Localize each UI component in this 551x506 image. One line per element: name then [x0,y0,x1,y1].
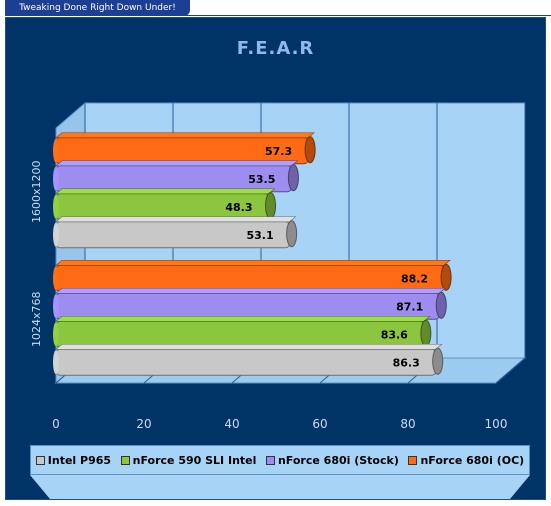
bar-start [53,222,59,247]
data-label: 57.3 [265,145,292,158]
legend: Intel P965 nForce 590 SLI Intel nForce 680… [18,437,530,499]
legend-box: Intel P965 nForce 590 SLI Intel nForce 680… [30,445,530,475]
bar-top [55,216,297,223]
legend-label: Intel P965 [47,453,112,467]
bar [53,343,444,376]
bar-start [53,138,59,163]
bar-body [55,292,440,320]
x-tick-label: 60 [312,417,327,431]
data-label: 48.3 [225,201,252,214]
bar-start [53,266,59,291]
chart-title: F.E.A.R [236,38,315,59]
site-banner: Tweaking Done Right Down Under! [5,0,190,16]
bar-start [53,194,59,219]
bar-cap [287,164,299,192]
legend-label: nForce 680i (Stock) [277,453,399,467]
bar-top [55,132,315,139]
data-label: 88.2 [401,272,428,285]
bar-cap [432,347,444,375]
legend-item: Intel P965 [35,453,112,467]
bar [53,160,299,193]
bar [53,287,447,320]
bar-cap [286,220,298,248]
category-label: 1024x768 [30,291,43,347]
data-label: 53.5 [248,173,275,186]
x-tick-label: 80 [400,417,415,431]
bar-body [55,348,437,376]
legend-label: nForce 590 SLI Intel [132,453,257,467]
category-label: 1600x1200 [30,161,43,224]
legend-swatch [265,455,275,465]
bar-cap [265,192,277,220]
bar-body [55,264,445,292]
bar-cap [440,263,452,291]
bar-top [55,315,431,322]
legend-swatch [35,455,45,465]
bar-start [53,322,59,347]
legend-item: nForce 680i (OC) [408,454,524,467]
legend-swatch [120,455,130,465]
bar-top [55,188,276,195]
bar-cap [435,291,447,319]
bar-cap [304,136,316,164]
legend-item: nForce 590 SLI Intel [120,453,257,467]
data-label: 86.3 [393,356,420,369]
bar [53,259,452,292]
bar-body [55,320,425,348]
legend-floor [30,475,530,499]
bar [53,216,298,249]
x-tick-label: 100 [485,417,508,431]
data-label: 53.1 [246,229,273,242]
data-label: 87.1 [396,300,423,313]
gridline-floor [495,357,526,384]
x-tick-label: 0 [52,417,60,431]
legend-label: nForce 680i (OC) [420,453,525,467]
bar-top [55,160,299,167]
x-tick-label: 20 [136,417,151,431]
bar-start [53,294,59,319]
bar-top [55,343,443,350]
legend-swatch [408,455,418,465]
bar [53,315,432,348]
data-label: 83.6 [381,328,408,341]
bar-cap [420,319,432,347]
bar [53,132,316,165]
legend-item: nForce 680i (Stock) [265,453,399,467]
bar-top [55,259,451,266]
bar [53,188,277,221]
bar-top [55,287,447,294]
banner-rule [5,15,551,16]
x-tick-label: 40 [224,417,239,431]
bar-start [53,350,59,375]
bar-start [53,166,59,191]
